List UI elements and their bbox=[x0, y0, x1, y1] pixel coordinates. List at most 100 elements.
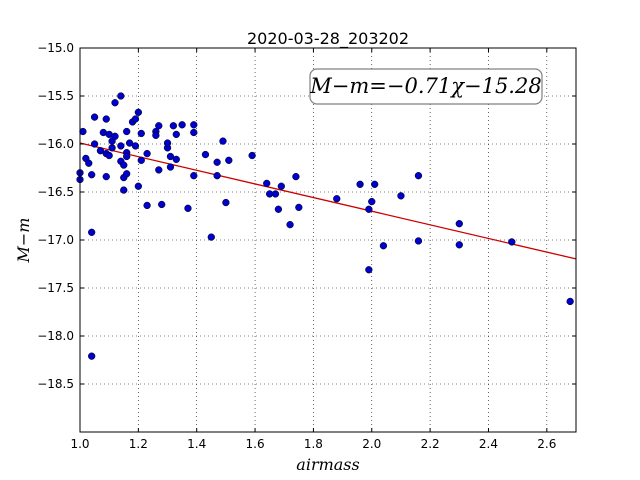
data-point bbox=[117, 142, 125, 150]
data-point bbox=[172, 130, 180, 139]
data-point bbox=[90, 113, 99, 121]
y-tick-label: −15.5 bbox=[37, 89, 74, 103]
data-point bbox=[131, 142, 140, 150]
data-point bbox=[143, 149, 151, 158]
data-point bbox=[455, 220, 463, 228]
data-point bbox=[137, 156, 145, 164]
x-tick-label: 2.0 bbox=[362, 437, 381, 451]
data-point bbox=[213, 172, 221, 180]
data-point bbox=[248, 151, 256, 160]
data-point bbox=[508, 238, 516, 246]
y-tick-label: −16.5 bbox=[37, 185, 74, 199]
x-tick-label: 2.6 bbox=[537, 437, 556, 451]
data-point bbox=[131, 115, 140, 123]
equation-text: M−m=−0.71χ−15.28 bbox=[309, 74, 541, 98]
data-point bbox=[90, 140, 99, 148]
data-point bbox=[108, 144, 116, 152]
y-tick-labels: −15.0 −15.5 −16.0 −16.5 −17.0 −17.5 −18.0 −18.5 bbox=[37, 41, 74, 391]
data-point bbox=[184, 204, 192, 212]
data-point bbox=[120, 186, 128, 194]
data-point bbox=[134, 182, 143, 190]
data-point bbox=[274, 205, 283, 213]
data-point bbox=[566, 297, 574, 306]
data-point bbox=[85, 159, 93, 167]
y-tick-label: −15.0 bbox=[37, 41, 74, 55]
y-tick-label: −17.5 bbox=[37, 281, 74, 295]
data-point bbox=[96, 147, 105, 155]
fit-line-layer bbox=[79, 142, 577, 260]
points-layer bbox=[76, 92, 574, 360]
data-point bbox=[368, 197, 376, 206]
data-point bbox=[292, 172, 300, 181]
tick-marks bbox=[79, 47, 576, 432]
data-point bbox=[166, 152, 175, 161]
y-tick-label: −16.0 bbox=[37, 137, 74, 151]
data-point bbox=[125, 139, 134, 147]
x-axis-label: airmass bbox=[296, 455, 359, 474]
data-point bbox=[190, 121, 198, 129]
data-point bbox=[102, 115, 110, 123]
data-point bbox=[143, 201, 151, 210]
data-point bbox=[207, 233, 215, 241]
data-point bbox=[88, 228, 96, 236]
data-point bbox=[137, 129, 145, 138]
data-point bbox=[356, 180, 364, 188]
data-point bbox=[213, 158, 221, 166]
data-point bbox=[123, 170, 131, 178]
data-point bbox=[295, 203, 303, 212]
x-tick-label: 1.6 bbox=[246, 437, 265, 451]
data-point bbox=[134, 108, 143, 116]
fit-line bbox=[79, 142, 577, 260]
y-tick-label: −17.0 bbox=[37, 233, 74, 247]
data-point bbox=[88, 171, 96, 179]
data-point bbox=[123, 152, 131, 161]
data-point bbox=[190, 172, 198, 180]
x-tick-label: 1.2 bbox=[129, 437, 148, 451]
data-point bbox=[155, 122, 163, 130]
data-point bbox=[201, 150, 210, 159]
data-point bbox=[105, 151, 113, 160]
data-point bbox=[111, 99, 119, 107]
data-point bbox=[371, 180, 379, 188]
x-tick-label: 1.0 bbox=[70, 437, 89, 451]
data-point bbox=[222, 198, 230, 207]
x-tick-label: 1.8 bbox=[304, 437, 323, 451]
chart-title: 2020-03-28_203202 bbox=[247, 29, 409, 49]
data-point bbox=[169, 122, 178, 130]
data-point bbox=[397, 192, 405, 200]
data-point bbox=[111, 132, 119, 140]
x-tick-labels: 1.0 1.2 1.4 1.6 1.8 2.0 2.2 2.4 2.6 bbox=[70, 437, 556, 451]
y-tick-label: −18.5 bbox=[37, 377, 74, 391]
data-point bbox=[79, 127, 87, 136]
data-point bbox=[166, 163, 175, 171]
y-tick-label: −18.0 bbox=[37, 329, 74, 343]
data-point bbox=[379, 242, 388, 250]
y-axis-label: M−m bbox=[14, 218, 33, 264]
data-point bbox=[286, 220, 294, 229]
x-tick-label: 2.2 bbox=[421, 437, 440, 451]
equation-box-frame bbox=[309, 68, 543, 105]
data-point bbox=[120, 161, 128, 169]
data-point bbox=[88, 352, 96, 360]
data-point bbox=[152, 131, 160, 140]
data-point bbox=[172, 155, 180, 164]
data-point bbox=[365, 266, 373, 274]
data-point bbox=[277, 182, 285, 190]
data-point bbox=[117, 92, 125, 100]
data-point bbox=[123, 127, 131, 136]
data-point bbox=[178, 121, 186, 129]
grid bbox=[79, 47, 576, 432]
data-point bbox=[333, 195, 341, 203]
data-point bbox=[455, 241, 463, 249]
data-point bbox=[102, 172, 110, 181]
data-point bbox=[263, 179, 271, 188]
data-point bbox=[163, 139, 172, 147]
x-tick-label: 2.4 bbox=[479, 437, 498, 451]
data-point bbox=[219, 137, 227, 145]
data-point bbox=[155, 166, 163, 174]
data-point bbox=[414, 237, 423, 245]
data-point bbox=[414, 172, 423, 180]
data-point bbox=[271, 190, 280, 198]
data-point bbox=[190, 128, 198, 137]
